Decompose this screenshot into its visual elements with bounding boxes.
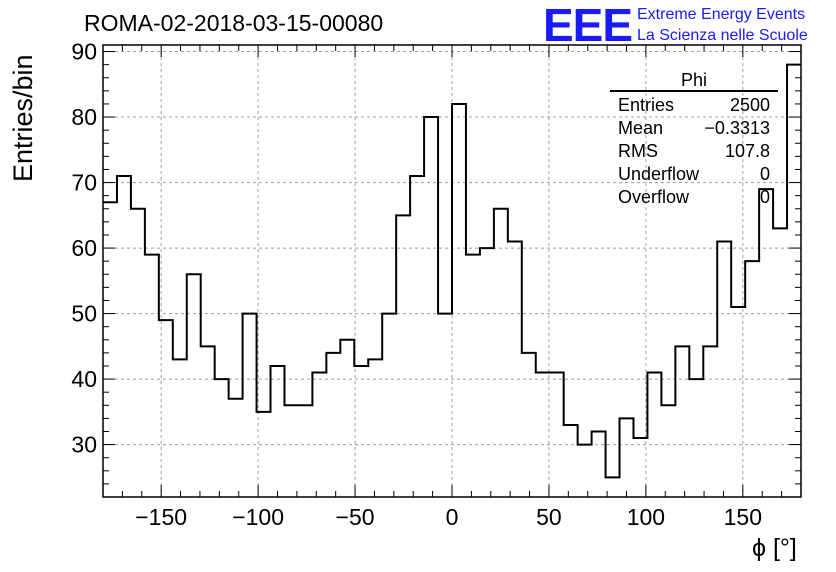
y-tick-label: 60	[71, 235, 97, 261]
histogram-bin	[717, 242, 731, 497]
histogram-bin	[620, 418, 634, 497]
histogram-bin	[536, 373, 550, 497]
histogram-bin	[773, 228, 787, 497]
histogram-bin	[145, 255, 159, 497]
histogram-bin	[243, 314, 257, 497]
logo-line-2: La Scienza nelle Scuole	[637, 27, 808, 44]
histogram-bin	[703, 346, 717, 497]
stat-label: Entries	[618, 95, 675, 115]
stat-row-overflow: Overflow 0	[610, 186, 778, 209]
histogram-bin	[606, 477, 620, 497]
histogram-bin	[131, 209, 145, 497]
histogram-bin	[201, 346, 215, 497]
stat-value: 2500	[729, 95, 770, 115]
histogram-bin	[647, 373, 661, 497]
stat-label: RMS	[618, 141, 658, 161]
stats-box: Phi Entries 2500 Mean −0.3313 RMS 107.8 …	[610, 70, 778, 209]
histogram-bin	[340, 340, 354, 497]
histogram-bin	[633, 438, 647, 497]
x-tick-label: 100	[627, 504, 665, 530]
y-tick-label: 80	[71, 104, 97, 130]
x-tick-label: 50	[536, 504, 562, 530]
histogram-bin	[229, 399, 243, 497]
y-axis-label: Entries/bin	[8, 54, 38, 182]
histogram-bin	[284, 405, 298, 497]
stats-box-title: Phi	[610, 70, 778, 92]
histogram-bin	[410, 176, 424, 497]
y-tick-label: 30	[71, 432, 97, 458]
x-tick-label: −150	[135, 504, 187, 530]
histogram-bin	[326, 353, 340, 497]
histogram-bin	[550, 373, 564, 497]
histogram-bin	[494, 209, 508, 497]
stat-row-entries: Entries 2500	[610, 94, 778, 117]
stat-row-mean: Mean −0.3313	[610, 117, 778, 140]
eee-logo: EEE	[543, 0, 633, 51]
x-tick-label: −50	[336, 504, 375, 530]
stat-value: 0	[759, 187, 770, 207]
histogram-bin	[592, 431, 606, 497]
y-tick-label: 40	[71, 366, 97, 392]
histogram-bin	[508, 242, 522, 497]
histogram-bin	[466, 255, 480, 497]
x-axis-label: ϕ [°]	[752, 534, 797, 562]
histogram-bin	[368, 359, 382, 497]
histogram-bin	[117, 176, 131, 497]
histogram-bin	[452, 104, 466, 497]
histogram-bin	[354, 366, 368, 497]
histogram-bin	[103, 202, 117, 497]
histogram-bin	[424, 117, 438, 497]
histogram-bin	[731, 307, 745, 497]
histogram-bin	[661, 405, 675, 497]
stat-label: Underflow	[618, 164, 700, 184]
histogram-bin	[396, 215, 410, 497]
stat-label: Overflow	[618, 187, 690, 207]
stat-label: Mean	[618, 118, 664, 138]
histogram-bin	[159, 320, 173, 497]
histogram-bin	[745, 261, 759, 497]
stat-value: 107.8	[724, 141, 770, 161]
stat-value: 0	[759, 164, 770, 184]
chart-title: ROMA-02-2018-03-15-00080	[84, 10, 384, 36]
histogram-bin	[271, 366, 285, 497]
histogram-bin	[522, 353, 536, 497]
y-tick-label: 70	[71, 170, 97, 196]
eee-logo-caption: Extreme Energy Events La Scienza nelle S…	[637, 4, 808, 46]
histogram-bin	[173, 359, 187, 497]
histogram-line	[103, 63, 801, 479]
histogram-bin	[438, 314, 452, 497]
x-tick-label: −100	[232, 504, 284, 530]
histogram-bin	[675, 346, 689, 497]
histogram-bin	[382, 314, 396, 497]
histogram-bin	[312, 373, 326, 497]
y-tick-label: 50	[71, 301, 97, 327]
histogram-bin	[787, 65, 801, 497]
histogram-bin	[689, 379, 703, 497]
y-tick-label: 90	[71, 39, 97, 65]
logo-line-1: Extreme Energy Events	[637, 6, 806, 23]
histogram-bin	[480, 248, 494, 497]
x-tick-label: 150	[724, 504, 762, 530]
histogram-bin	[759, 189, 773, 497]
stat-row-underflow: Underflow 0	[610, 163, 778, 186]
histogram-bin	[578, 445, 592, 497]
histogram-bin	[215, 379, 229, 497]
x-tick-label: 0	[446, 504, 459, 530]
histogram-bin	[257, 412, 271, 497]
histogram-bin	[564, 425, 578, 497]
histogram-bin	[298, 405, 312, 497]
histogram-bin	[187, 274, 201, 497]
stat-row-rms: RMS 107.8	[610, 140, 778, 163]
stat-value: −0.3313	[704, 118, 770, 138]
